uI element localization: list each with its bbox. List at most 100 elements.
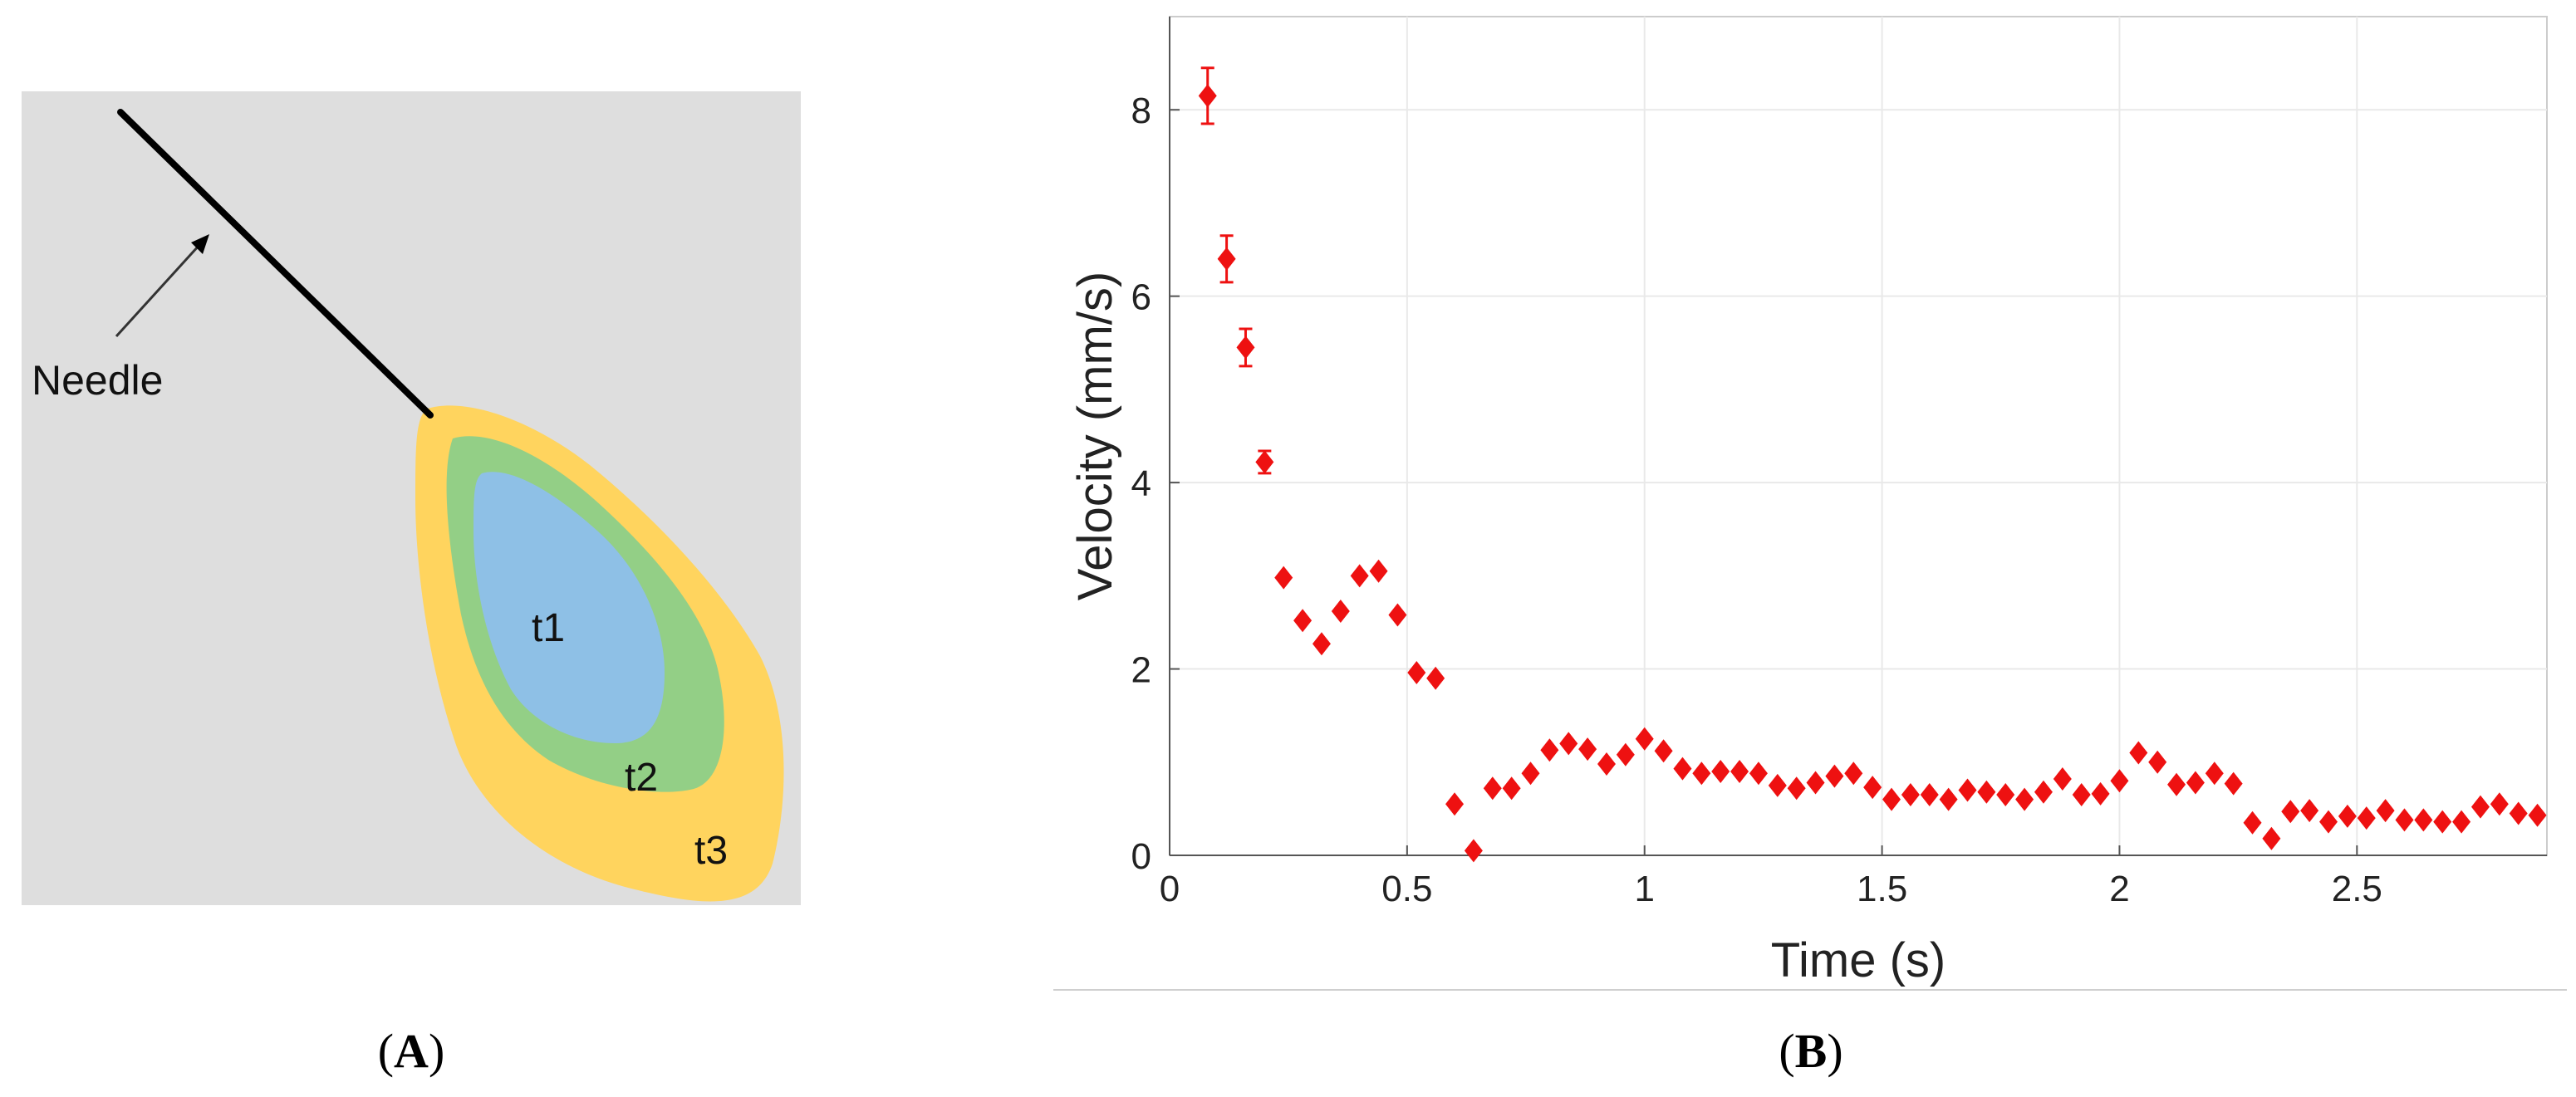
data-point xyxy=(2319,810,2338,834)
data-point xyxy=(1939,787,1958,811)
data-point xyxy=(1711,760,1730,783)
data-point xyxy=(1521,762,1540,786)
data-point xyxy=(1407,661,1426,685)
data-point xyxy=(1369,559,1388,583)
data-point xyxy=(1768,773,1787,797)
data-point xyxy=(1882,787,1901,811)
data-point xyxy=(1426,666,1445,690)
data-point xyxy=(2091,781,2110,806)
data-point xyxy=(1578,737,1597,762)
y-tick-label: 4 xyxy=(1131,463,1151,504)
data-point xyxy=(2281,800,2300,824)
panel-a-schematic: Needle t1 t2 t3 xyxy=(22,91,801,905)
x-tick-label: 2.5 xyxy=(2332,869,2382,909)
data-point xyxy=(1274,566,1293,590)
y-tick-label: 0 xyxy=(1131,836,1151,877)
data-point xyxy=(1825,764,1844,788)
x-tick-label: 1.5 xyxy=(1857,869,1907,909)
data-point xyxy=(1616,742,1635,766)
data-point xyxy=(2452,810,2471,834)
data-point xyxy=(2167,772,2186,796)
panel-b-label-open: ( xyxy=(1779,1024,1794,1078)
data-point xyxy=(1388,603,1407,627)
data-point xyxy=(2338,804,2357,828)
region-label-t1: t1 xyxy=(532,606,565,650)
panel-b-label: (B) xyxy=(1779,1024,1842,1078)
data-point xyxy=(1635,727,1654,751)
data-point xyxy=(1293,609,1313,633)
data-point xyxy=(1236,335,1255,360)
data-point xyxy=(2395,808,2414,832)
data-point xyxy=(1787,776,1806,801)
data-point xyxy=(1673,757,1692,781)
x-tick-label: 1 xyxy=(1634,869,1654,909)
data-point xyxy=(2129,741,2148,765)
data-point xyxy=(2300,799,2319,823)
data-point xyxy=(1977,780,1996,804)
region-label-t2: t2 xyxy=(625,756,658,800)
data-point xyxy=(1692,762,1711,786)
x-axis-title: Time (s) xyxy=(1771,933,1945,987)
data-point xyxy=(2471,795,2490,819)
x-tick-label: 0 xyxy=(1160,869,1180,909)
data-point xyxy=(1350,564,1369,588)
needle-arrow-shaft xyxy=(115,243,201,338)
data-point xyxy=(1597,752,1616,776)
data-point xyxy=(2376,799,2395,823)
data-point xyxy=(2034,780,2053,804)
data-point xyxy=(1996,783,2015,807)
x-tick-label: 2 xyxy=(2109,869,2129,909)
data-point xyxy=(1312,632,1331,656)
y-tick-label: 6 xyxy=(1131,277,1151,318)
data-point xyxy=(1654,739,1673,763)
data-point xyxy=(2357,806,2376,830)
data-point xyxy=(2148,750,2167,774)
data-point xyxy=(1958,778,1977,802)
data-point xyxy=(2243,811,2262,835)
data-point xyxy=(1806,771,1825,795)
data-point xyxy=(1445,792,1465,816)
velocity-chart: 0 0.5 1 1.5 2 2.5 0 2 4 6 8 Time (s) Velocity (mm/… xyxy=(1053,16,2567,991)
data-point xyxy=(1730,760,1749,783)
data-point xyxy=(2015,787,2034,811)
data-point xyxy=(1331,599,1350,623)
data-point xyxy=(1863,776,1882,800)
needle-line xyxy=(117,109,434,419)
needle-label: Needle xyxy=(32,357,163,404)
chart-plot-area xyxy=(1169,16,2548,856)
data-point xyxy=(1559,732,1578,756)
panel-b-label-letter: B xyxy=(1795,1024,1828,1078)
data-point xyxy=(1901,783,1920,807)
panel-a-label: (A) xyxy=(378,1024,445,1078)
chart-axes: 0 0.5 1 1.5 2 2.5 0 2 4 6 8 xyxy=(1131,17,2547,909)
data-point xyxy=(2490,792,2509,816)
panel-a-label-close: ) xyxy=(429,1024,444,1078)
region-t1 xyxy=(473,472,665,743)
data-point xyxy=(1255,450,1274,474)
data-point xyxy=(2186,771,2205,795)
panel-a-label-open: ( xyxy=(378,1024,394,1078)
needle-arrow-head xyxy=(191,234,209,254)
y-tick-label: 8 xyxy=(1131,91,1151,131)
data-point xyxy=(2433,810,2452,834)
data-point xyxy=(1198,84,1217,108)
data-point xyxy=(1920,783,1939,807)
y-axis-title: Velocity (mm/s) xyxy=(1068,272,1122,600)
data-point xyxy=(2053,766,2072,791)
region-label-t3: t3 xyxy=(694,829,728,873)
data-point xyxy=(1502,776,1521,801)
panel-b-label-close: ) xyxy=(1827,1024,1842,1078)
panel-a-label-letter: A xyxy=(394,1024,429,1078)
data-point xyxy=(2110,769,2129,793)
data-point xyxy=(2224,771,2243,796)
data-point xyxy=(2528,803,2547,827)
data-point xyxy=(1217,247,1236,271)
chart-data-points xyxy=(1198,84,2547,863)
x-tick-label: 0.5 xyxy=(1381,869,1432,909)
data-point xyxy=(2414,808,2433,832)
data-point xyxy=(2205,762,2224,786)
data-point xyxy=(2509,801,2528,825)
data-point xyxy=(2262,826,2281,850)
y-tick-label: 2 xyxy=(1131,650,1151,691)
